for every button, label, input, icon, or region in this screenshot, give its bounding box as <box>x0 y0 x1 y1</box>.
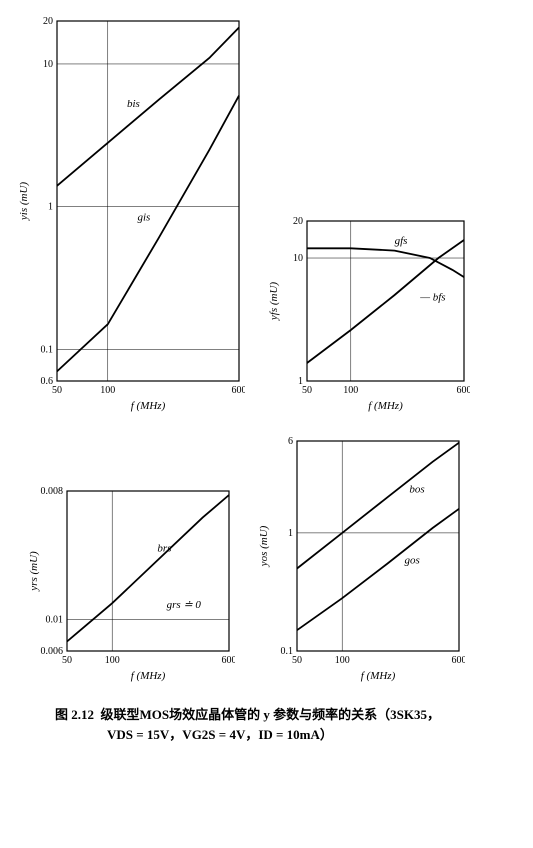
xtick: 100 <box>100 385 115 396</box>
series-label-bfs: — bfs <box>419 292 445 304</box>
xlabel: f (MHz) <box>368 400 403 412</box>
ytick: 10 <box>43 59 53 70</box>
ytick: 20 <box>43 16 53 27</box>
ylabel: yrs (mU) <box>28 551 40 592</box>
figure-number: 图 2.12 <box>55 707 94 722</box>
ytick: 0.01 <box>46 614 64 625</box>
xtick: 600 <box>222 655 236 666</box>
ytick: 6 <box>288 436 293 447</box>
ytick: 0.1 <box>41 344 54 355</box>
xtick: 600 <box>232 385 246 396</box>
xtick: 600 <box>452 655 466 666</box>
xtick: 100 <box>105 655 120 666</box>
figure-container: bisgis0.60.11102050100600f (MHz)yis (mU)… <box>15 15 515 744</box>
xtick: 50 <box>302 385 312 396</box>
ytick: 20 <box>293 216 303 227</box>
ylabel: yfs (mU) <box>268 282 280 322</box>
figure-caption: 图 2.12 级联型MOS场效应晶体管的 y 参数与频率的关系（3SK35， V… <box>55 705 515 744</box>
chart-yrs: brs grs ≐ 0 0.006 0.01 0.008 50 100 600 f (MHz) y… <box>25 485 235 685</box>
ytick: 1 <box>288 528 293 539</box>
row-bottom: brs grs ≐ 0 0.006 0.01 0.008 50 100 600 f (MHz) y… <box>15 435 515 685</box>
chart-yis: bisgis0.60.11102050100600f (MHz)yis (mU) <box>15 15 245 415</box>
series-label-bis: bis <box>127 98 140 110</box>
chart-yfs: gfs— bfs1102050100600f (MHz)yfs (mU) <box>265 215 470 415</box>
series-label-gis: gis <box>137 211 150 223</box>
ytick: 0.008 <box>41 486 64 497</box>
ylabel: yos (mU) <box>258 525 270 567</box>
annotation: grs ≐ 0 <box>167 599 202 611</box>
xtick: 100 <box>343 385 358 396</box>
ytick: 0.006 <box>41 646 64 657</box>
series-label-bos: bos <box>409 483 424 495</box>
xlabel: f (MHz) <box>361 670 396 682</box>
xtick: 50 <box>62 655 72 666</box>
figure-title-2: VDS = 15V，VG2S = 4V，ID = 10mA） <box>107 725 515 745</box>
ytick: 10 <box>293 253 303 264</box>
xtick: 50 <box>292 655 302 666</box>
series-label-gfs: gfs <box>395 235 408 247</box>
xtick: 600 <box>457 385 471 396</box>
xtick: 100 <box>335 655 350 666</box>
ylabel: yis (mU) <box>18 182 30 222</box>
row-top: bisgis0.60.11102050100600f (MHz)yis (mU)… <box>15 15 515 415</box>
xlabel: f (MHz) <box>131 400 166 412</box>
xtick: 50 <box>52 385 62 396</box>
ytick: 1 <box>48 202 53 213</box>
series-label-gos: gos <box>404 555 419 567</box>
figure-title-1: 级联型MOS场效应晶体管的 y 参数与频率的关系（3SK35， <box>101 707 440 722</box>
series-label-brs: brs <box>157 543 171 555</box>
xlabel: f (MHz) <box>131 670 166 682</box>
chart-yos: bosgos0.11650100600f (MHz)yos (mU) <box>255 435 465 685</box>
